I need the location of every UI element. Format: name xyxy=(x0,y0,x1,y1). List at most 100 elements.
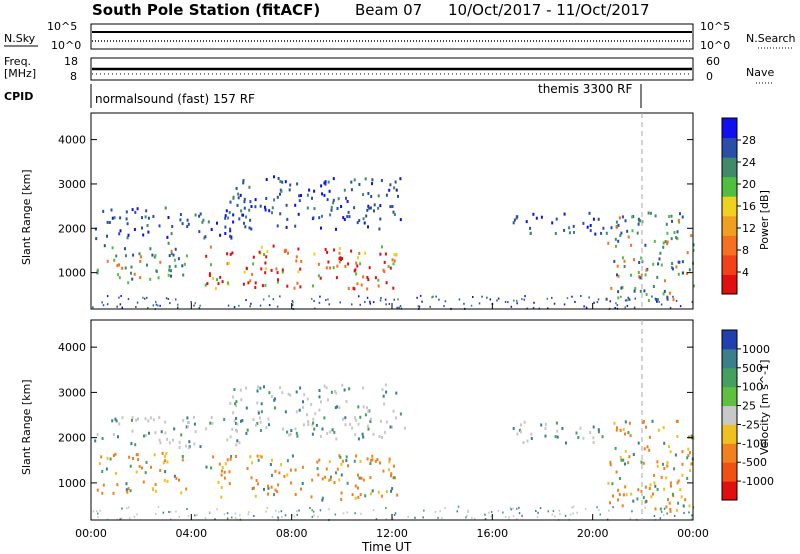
echo-cell xyxy=(394,512,397,515)
echo-cell xyxy=(389,425,392,429)
echo-cell xyxy=(300,194,302,197)
echo-cell xyxy=(264,283,267,287)
echo-cell xyxy=(167,273,170,277)
echo-cell xyxy=(150,465,152,469)
echo-cell xyxy=(129,489,132,493)
echo-cell xyxy=(321,477,324,481)
echo-cell xyxy=(421,300,423,303)
colorbar-swatch xyxy=(722,462,737,482)
echo-cell xyxy=(259,204,262,208)
echo-cell xyxy=(293,286,296,290)
echo-cell xyxy=(358,476,361,480)
echo-cell xyxy=(653,474,656,477)
echo-cell xyxy=(233,419,236,423)
echo-cell xyxy=(668,215,671,218)
echo-cell xyxy=(325,299,327,301)
echo-cell xyxy=(159,441,162,445)
echo-cell xyxy=(684,498,687,502)
echo-cell xyxy=(393,476,396,480)
echo-cell xyxy=(277,177,280,180)
echo-cell xyxy=(297,247,300,251)
echo-cell xyxy=(217,282,220,286)
echo-cell xyxy=(457,505,460,508)
echo-cell xyxy=(295,390,298,394)
echo-cell xyxy=(582,221,585,225)
echo-cell xyxy=(639,289,642,293)
echo-cell xyxy=(351,493,354,497)
echo-cell xyxy=(297,270,300,274)
nsky-label: N.Sky xyxy=(4,32,36,45)
echo-cell xyxy=(144,297,146,300)
echo-cell xyxy=(631,215,634,219)
echo-cell xyxy=(196,513,198,516)
echo-cell xyxy=(373,203,376,207)
echo-cell xyxy=(241,419,244,422)
echo-cell xyxy=(388,468,390,472)
echo-cell xyxy=(232,411,235,415)
echo-cell xyxy=(326,198,329,202)
echo-cell xyxy=(359,460,362,463)
echo-cell xyxy=(106,295,109,298)
echo-cell xyxy=(291,304,294,307)
echo-cell xyxy=(513,218,516,222)
echo-cell xyxy=(152,418,155,422)
echo-cell xyxy=(296,510,298,513)
echo-cell xyxy=(640,256,643,260)
echo-cell xyxy=(502,511,504,514)
nave-label: Nave xyxy=(746,66,774,79)
echo-cell xyxy=(683,511,685,514)
echo-cell xyxy=(618,477,621,480)
echo-cell xyxy=(318,389,321,392)
echo-cell xyxy=(168,511,170,513)
echo-cell xyxy=(319,276,322,280)
echo-cell xyxy=(120,295,122,297)
echo-cell xyxy=(651,419,654,423)
echo-cell xyxy=(547,510,549,513)
echo-cell xyxy=(101,301,103,304)
echo-cell xyxy=(369,417,372,421)
echo-cell xyxy=(254,198,257,202)
echo-cell xyxy=(130,265,133,269)
echo-cell xyxy=(592,425,595,429)
echo-cell xyxy=(252,418,255,421)
echo-cell xyxy=(97,516,99,519)
echo-cell xyxy=(654,297,657,300)
echo-cell xyxy=(255,479,258,482)
echo-cell xyxy=(364,251,367,255)
echo-cell xyxy=(423,509,425,512)
echo-cell xyxy=(670,484,672,488)
echo-cell xyxy=(489,298,492,301)
echo-cell xyxy=(359,303,361,306)
echo-cell xyxy=(380,179,383,182)
echo-cell xyxy=(302,400,304,404)
echo-cell xyxy=(639,219,642,223)
echo-cell xyxy=(416,296,418,299)
echo-cell xyxy=(265,426,268,430)
echo-cell xyxy=(96,433,99,437)
echo-cell xyxy=(682,504,685,508)
echo-cell xyxy=(289,468,292,472)
echo-cell xyxy=(470,304,473,307)
velocity-panel-bg xyxy=(91,320,693,520)
echo-cell xyxy=(175,298,177,301)
echo-cell xyxy=(172,253,175,257)
echo-cell xyxy=(294,203,297,207)
echo-cell xyxy=(380,494,383,498)
echo-cell xyxy=(208,511,211,514)
echo-cell xyxy=(341,459,344,463)
echo-cell xyxy=(342,417,344,421)
power-yticks: 4000 3000 2000 1000 xyxy=(58,134,693,280)
echo-cell xyxy=(134,443,137,447)
echo-cell xyxy=(168,254,171,258)
echo-cell xyxy=(325,386,328,390)
echo-cell xyxy=(663,467,666,470)
echo-cell xyxy=(171,225,174,228)
echo-cell xyxy=(632,499,635,503)
echo-cell xyxy=(113,216,116,220)
echo-cell xyxy=(371,454,374,458)
echo-cell xyxy=(332,177,335,181)
echo-cell xyxy=(245,299,247,302)
echo-cell xyxy=(126,222,129,226)
echo-cell xyxy=(137,458,140,462)
echo-cell xyxy=(248,511,250,514)
